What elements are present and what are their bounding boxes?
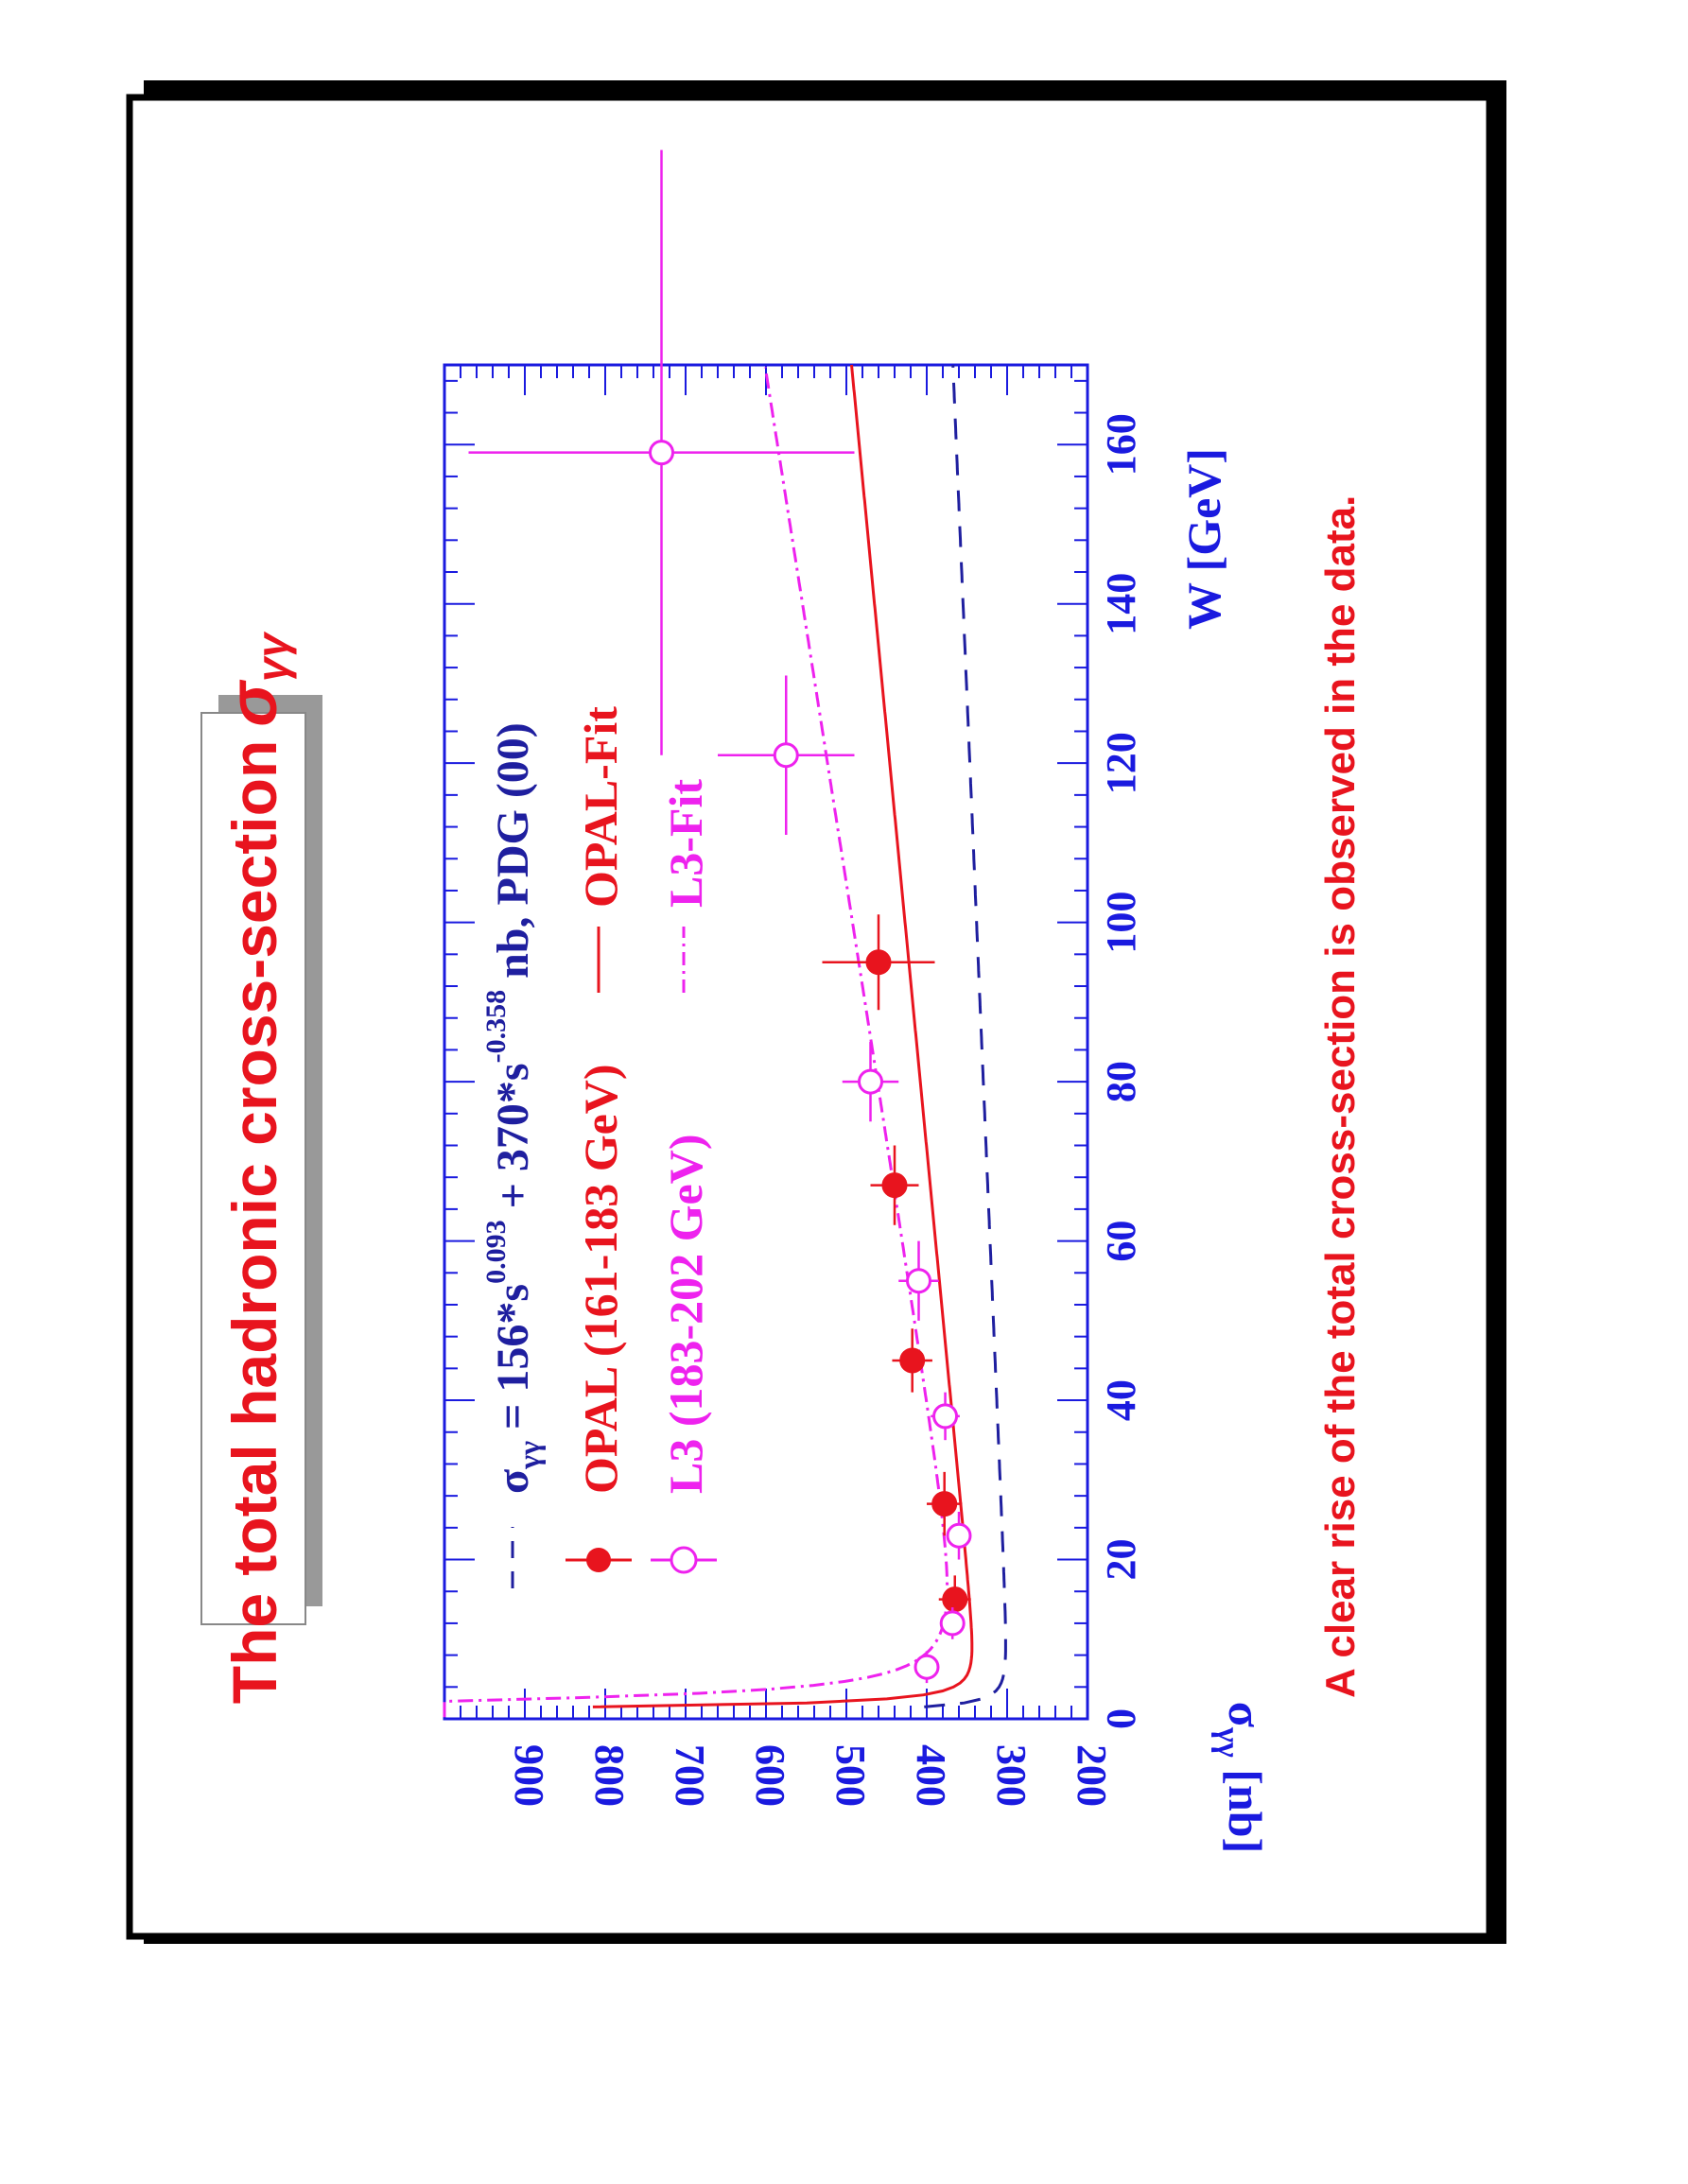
y-axis-label-symbol: σ <box>1219 1702 1272 1727</box>
opal-data-point <box>822 914 935 1011</box>
l3-marker <box>906 1268 931 1294</box>
l3-data-point <box>931 1392 960 1441</box>
rotated-content: The total hadronic cross-sectionσγγ 0204… <box>200 149 1364 1853</box>
l3-data-point <box>946 1511 972 1560</box>
legend-opal-marker <box>586 1548 611 1572</box>
legend: σγγ = 156*s0.093 + 370*s-0.358 nb, PDG (… <box>480 706 717 1588</box>
x-tick-label: 160 <box>1098 413 1144 476</box>
plot-area: 0 20 40 60 80 100 120 140 160 200 300 400 500 600 700 8… <box>443 149 1272 1853</box>
l3-marker <box>858 1068 883 1095</box>
x-tick-label: 0 <box>1098 1708 1144 1729</box>
title-subscript: γγ <box>248 631 297 682</box>
l3-marker <box>649 440 674 466</box>
axis-ticks: 0 20 40 60 80 100 120 140 160 200 300 400 500 600 700 8… <box>444 365 1144 1807</box>
conclusion-text: A clear rise of the total cross-section … <box>1317 495 1364 1698</box>
x-tick-label: 20 <box>1098 1539 1144 1581</box>
opal-data-point <box>870 1145 919 1225</box>
l3-data-point <box>718 675 855 835</box>
legend-opal-fit-label: OPAL-Fit <box>574 706 627 908</box>
l3-data-point <box>939 1607 966 1639</box>
legend-l3-marker <box>670 1546 698 1574</box>
y-axis-label: σγγ [nb] <box>1210 1702 1272 1853</box>
l3-data-point <box>842 1042 899 1122</box>
legend-pdg-label: σγγ = 156*s0.093 + 370*s-0.358 nb, PDG (… <box>480 722 546 1494</box>
title-box <box>200 712 306 1625</box>
y-tick-label: 600 <box>747 1744 793 1807</box>
l3-marker <box>946 1522 972 1549</box>
y-axis-label-unit: [nb] <box>1219 1758 1272 1853</box>
opal-data-point <box>927 1471 963 1536</box>
legend-opal-data-label: OPAL (161-183 GeV) <box>574 1064 627 1494</box>
opal-marker <box>942 1586 968 1613</box>
x-tick-label: 120 <box>1098 732 1144 794</box>
pdg-curve <box>924 364 1007 1708</box>
opal-fit-curve <box>592 364 974 1708</box>
l3-data-point <box>898 1240 939 1321</box>
y-tick-label: 200 <box>1069 1744 1115 1807</box>
l3-marker <box>773 742 799 769</box>
title-symbol: σ <box>216 679 291 727</box>
y-tick-label: 900 <box>506 1744 552 1807</box>
slide-title-text: The total hadronic cross-section <box>219 740 289 1705</box>
opal-marker <box>865 949 892 976</box>
opal-marker <box>931 1491 958 1517</box>
legend-l3-fit-label: L3-Fit <box>659 779 712 908</box>
x-tick-label: 60 <box>1098 1221 1144 1262</box>
x-tick-label: 140 <box>1098 573 1144 635</box>
y-tick-label: 800 <box>586 1744 633 1807</box>
data-points <box>468 149 972 1684</box>
opal-data-point <box>892 1328 932 1393</box>
slide-title: The total hadronic cross-section σγγ <box>216 631 297 1704</box>
y-tick-label: 700 <box>667 1744 713 1807</box>
frame <box>126 94 1493 1940</box>
opal-marker <box>899 1347 926 1374</box>
x-axis-label: W [GeV] <box>1177 448 1230 630</box>
x-tick-label: 40 <box>1098 1379 1144 1421</box>
l3-data-point <box>468 149 855 755</box>
y-tick-label: 400 <box>908 1744 954 1807</box>
l3-marker <box>939 1610 966 1637</box>
l3-data-point <box>914 1651 940 1684</box>
x-tick-label: 100 <box>1098 892 1144 954</box>
y-tick-label: 500 <box>827 1744 874 1807</box>
y-axis-label-sub: γγ <box>1210 1726 1245 1758</box>
y-tick-label: 300 <box>988 1744 1035 1807</box>
x-tick-label: 80 <box>1098 1061 1144 1102</box>
legend-l3-data-label: L3 (183-202 GeV) <box>659 1135 712 1495</box>
l3-marker <box>914 1654 940 1680</box>
opal-marker <box>881 1172 908 1199</box>
l3-marker <box>932 1403 959 1430</box>
